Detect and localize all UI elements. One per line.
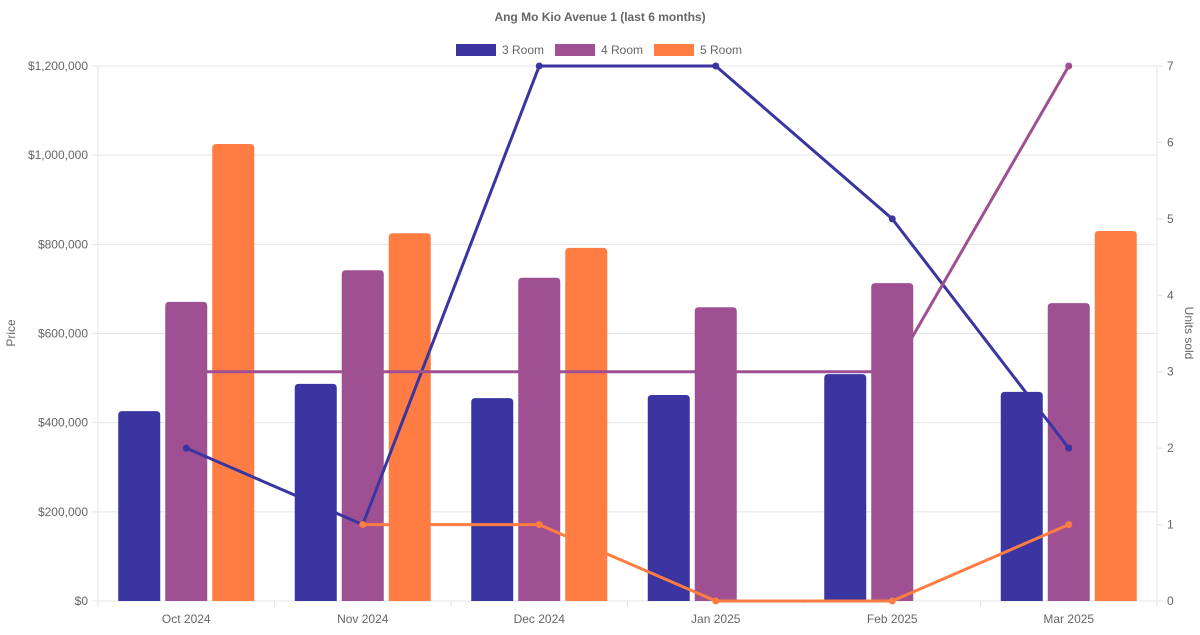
grid bbox=[92, 65, 1158, 607]
x-tick-label: Oct 2024 bbox=[162, 612, 211, 626]
x-tick-label: Nov 2024 bbox=[337, 612, 389, 626]
bar-4-room bbox=[1047, 303, 1090, 601]
line-3-room bbox=[185, 64, 1070, 527]
bar-3-room bbox=[294, 383, 337, 601]
point-3-room bbox=[182, 444, 190, 452]
y-tick-label: $1,000,000 bbox=[28, 148, 88, 162]
point-5-room bbox=[359, 521, 367, 529]
y-tick-label: $1,200,000 bbox=[28, 59, 88, 73]
bar-4-room bbox=[871, 283, 914, 601]
legend-item-4-room[interactable]: 4 Room bbox=[555, 43, 643, 57]
x-tick-label: Dec 2024 bbox=[514, 612, 566, 626]
legend-swatch bbox=[456, 44, 496, 56]
y2-tick-label: 0 bbox=[1167, 594, 1174, 608]
y-tick-label: $400,000 bbox=[38, 416, 88, 430]
y2-tick-label: 7 bbox=[1167, 59, 1174, 73]
bars bbox=[118, 144, 1137, 602]
y2-tick-label: 4 bbox=[1167, 288, 1174, 302]
y2-tick-label: 2 bbox=[1167, 441, 1174, 455]
x-tick-label: Feb 2025 bbox=[867, 612, 918, 626]
bar-4-room bbox=[341, 270, 384, 601]
y2-tick-label: 6 bbox=[1167, 135, 1174, 149]
legend-swatch bbox=[654, 44, 694, 56]
line-4-room bbox=[186, 65, 1071, 374]
point-4-room bbox=[712, 368, 720, 376]
y2-tick-label: 5 bbox=[1167, 212, 1174, 226]
x-tick-label: Mar 2025 bbox=[1043, 612, 1094, 626]
point-5-room bbox=[888, 597, 896, 605]
y-tick-label: $200,000 bbox=[38, 505, 88, 519]
bar-4-room bbox=[694, 307, 737, 601]
y-tick-label: $0 bbox=[75, 594, 89, 608]
y2-axis-label: Units sold bbox=[1182, 307, 1196, 360]
point-5-room bbox=[712, 597, 720, 605]
point-4-room bbox=[1065, 62, 1073, 70]
bar-3-room bbox=[471, 398, 514, 601]
point-3-room bbox=[535, 62, 543, 70]
bar-5-room bbox=[565, 247, 608, 601]
x-tick-label: Jan 2025 bbox=[691, 612, 741, 626]
legend[interactable]: 3 Room 4 Room 5 Room bbox=[456, 43, 742, 57]
bar-3-room bbox=[118, 411, 161, 601]
point-4-room bbox=[359, 368, 367, 376]
bar-3-room bbox=[647, 395, 690, 601]
legend-item-5-room[interactable]: 5 Room bbox=[654, 43, 742, 57]
bar-3-room bbox=[824, 374, 867, 601]
point-5-room bbox=[535, 521, 543, 529]
point-3-room bbox=[888, 215, 896, 223]
legend-label: 5 Room bbox=[700, 43, 742, 57]
point-5-room bbox=[1065, 521, 1073, 529]
axes: $0 $200,000 $400,000 $600,000 $800,000 $1,000… bbox=[28, 59, 1174, 626]
lines bbox=[182, 62, 1073, 605]
chart-title: Ang Mo Kio Avenue 1 (last 6 months) bbox=[494, 10, 705, 24]
bar-4-room bbox=[518, 277, 561, 601]
legend-swatch bbox=[555, 44, 595, 56]
y2-tick-label: 3 bbox=[1167, 365, 1174, 379]
point-4-room bbox=[888, 368, 896, 376]
y-axis-label: Price bbox=[4, 319, 18, 347]
bar-5-room bbox=[1094, 230, 1137, 602]
point-4-room bbox=[182, 368, 190, 376]
legend-item-3-room[interactable]: 3 Room bbox=[456, 43, 544, 57]
legend-label: 4 Room bbox=[601, 43, 643, 57]
y-tick-label: $800,000 bbox=[38, 237, 88, 251]
y-tick-label: $600,000 bbox=[38, 327, 88, 341]
legend-label: 3 Room bbox=[502, 43, 544, 57]
bar-5-room bbox=[388, 233, 431, 601]
point-4-room bbox=[535, 368, 543, 376]
point-3-room bbox=[712, 62, 720, 70]
bar-3-room bbox=[1000, 391, 1043, 601]
y2-tick-label: 1 bbox=[1167, 518, 1174, 532]
point-3-room bbox=[1065, 444, 1073, 452]
